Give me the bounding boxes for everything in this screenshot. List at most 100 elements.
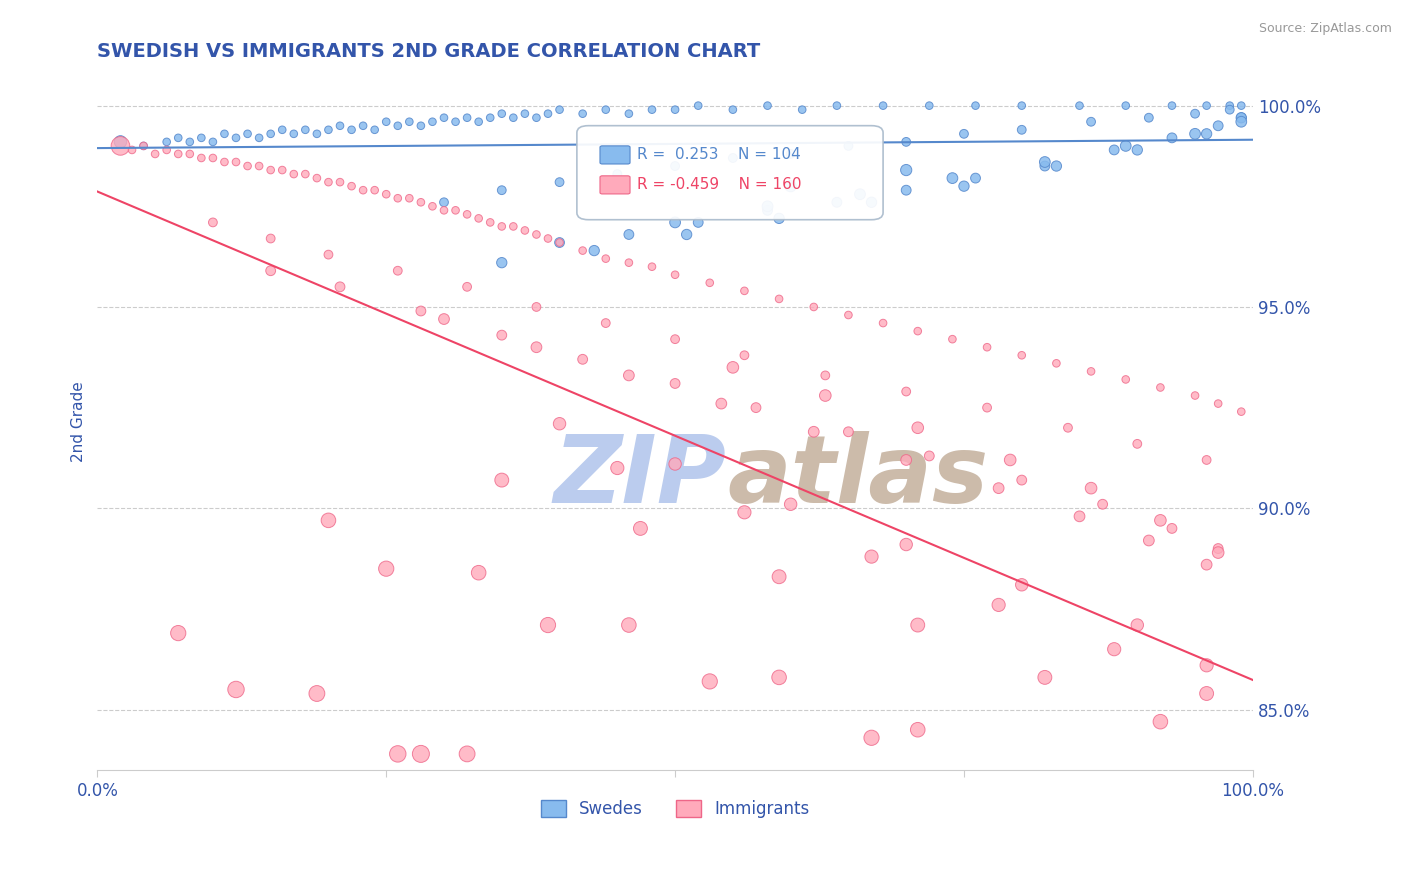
Point <box>688 215 710 229</box>
Point <box>710 396 733 410</box>
Point <box>941 332 963 346</box>
Point <box>1206 119 1229 133</box>
Point <box>1033 155 1056 169</box>
Point <box>491 255 513 269</box>
Point <box>305 686 328 700</box>
Point <box>352 119 374 133</box>
Point <box>837 308 859 322</box>
Point <box>260 263 283 277</box>
Point <box>225 131 247 145</box>
Point <box>953 127 976 141</box>
Point <box>1126 437 1149 451</box>
Point <box>583 815 606 830</box>
Point <box>733 505 755 519</box>
Point <box>872 98 894 112</box>
Point <box>1149 714 1171 729</box>
Point <box>283 167 305 181</box>
Point <box>513 106 536 120</box>
Point <box>201 215 224 229</box>
Point <box>688 98 710 112</box>
Point <box>271 163 294 178</box>
Point <box>998 453 1021 467</box>
Point <box>756 868 779 882</box>
Point <box>617 106 640 120</box>
Text: Source: ZipAtlas.com: Source: ZipAtlas.com <box>1258 22 1392 36</box>
FancyBboxPatch shape <box>600 146 630 164</box>
Point <box>1206 541 1229 556</box>
Point <box>825 195 848 210</box>
Point <box>907 421 929 435</box>
Point <box>1115 98 1137 112</box>
Point <box>363 123 385 137</box>
Point <box>491 106 513 120</box>
Point <box>756 98 779 112</box>
Point <box>721 151 744 165</box>
Point <box>664 457 686 471</box>
Point <box>225 682 247 697</box>
Point <box>965 171 987 186</box>
Point <box>1195 98 1218 112</box>
Point <box>398 191 420 205</box>
Point <box>756 199 779 213</box>
Point <box>987 481 1010 495</box>
Point <box>617 368 640 383</box>
Point <box>548 235 571 250</box>
Point <box>444 203 467 218</box>
Point <box>664 376 686 391</box>
Point <box>1184 127 1206 141</box>
Point <box>664 268 686 282</box>
Point <box>595 252 617 266</box>
Point <box>329 175 352 189</box>
Point <box>409 747 432 761</box>
Point <box>1206 545 1229 559</box>
Point <box>1045 775 1067 789</box>
Point <box>1195 127 1218 141</box>
Point <box>664 103 686 117</box>
Point <box>756 884 779 892</box>
Point <box>167 147 190 161</box>
Point <box>387 119 409 133</box>
Point <box>1219 103 1241 117</box>
Point <box>896 163 918 178</box>
Point <box>1184 106 1206 120</box>
Point <box>896 453 918 467</box>
Point <box>1045 159 1067 173</box>
Point <box>733 876 755 890</box>
Point <box>1115 139 1137 153</box>
Point <box>1080 364 1102 378</box>
Point <box>872 316 894 330</box>
Point <box>1011 348 1033 362</box>
Point <box>1126 143 1149 157</box>
Point <box>1161 131 1184 145</box>
Point <box>896 135 918 149</box>
Point <box>294 167 316 181</box>
Point <box>1206 396 1229 410</box>
Point <box>987 598 1010 612</box>
Point <box>225 155 247 169</box>
Point <box>1137 111 1160 125</box>
Point <box>143 147 166 161</box>
Point <box>132 139 155 153</box>
Point <box>1195 453 1218 467</box>
Point <box>190 151 212 165</box>
FancyBboxPatch shape <box>600 176 630 194</box>
Point <box>214 155 236 169</box>
Point <box>167 626 190 640</box>
Point <box>294 123 316 137</box>
Point <box>456 747 478 761</box>
Point <box>526 300 548 314</box>
Point <box>456 111 478 125</box>
Point <box>721 103 744 117</box>
Point <box>1137 839 1160 854</box>
Point <box>1195 658 1218 673</box>
Point <box>768 670 790 684</box>
Point <box>918 449 941 463</box>
Point <box>513 223 536 237</box>
Point <box>526 227 548 242</box>
Point <box>318 513 340 527</box>
Point <box>571 106 593 120</box>
Point <box>779 147 801 161</box>
Point <box>526 111 548 125</box>
Point <box>1149 380 1171 394</box>
Point <box>526 340 548 354</box>
